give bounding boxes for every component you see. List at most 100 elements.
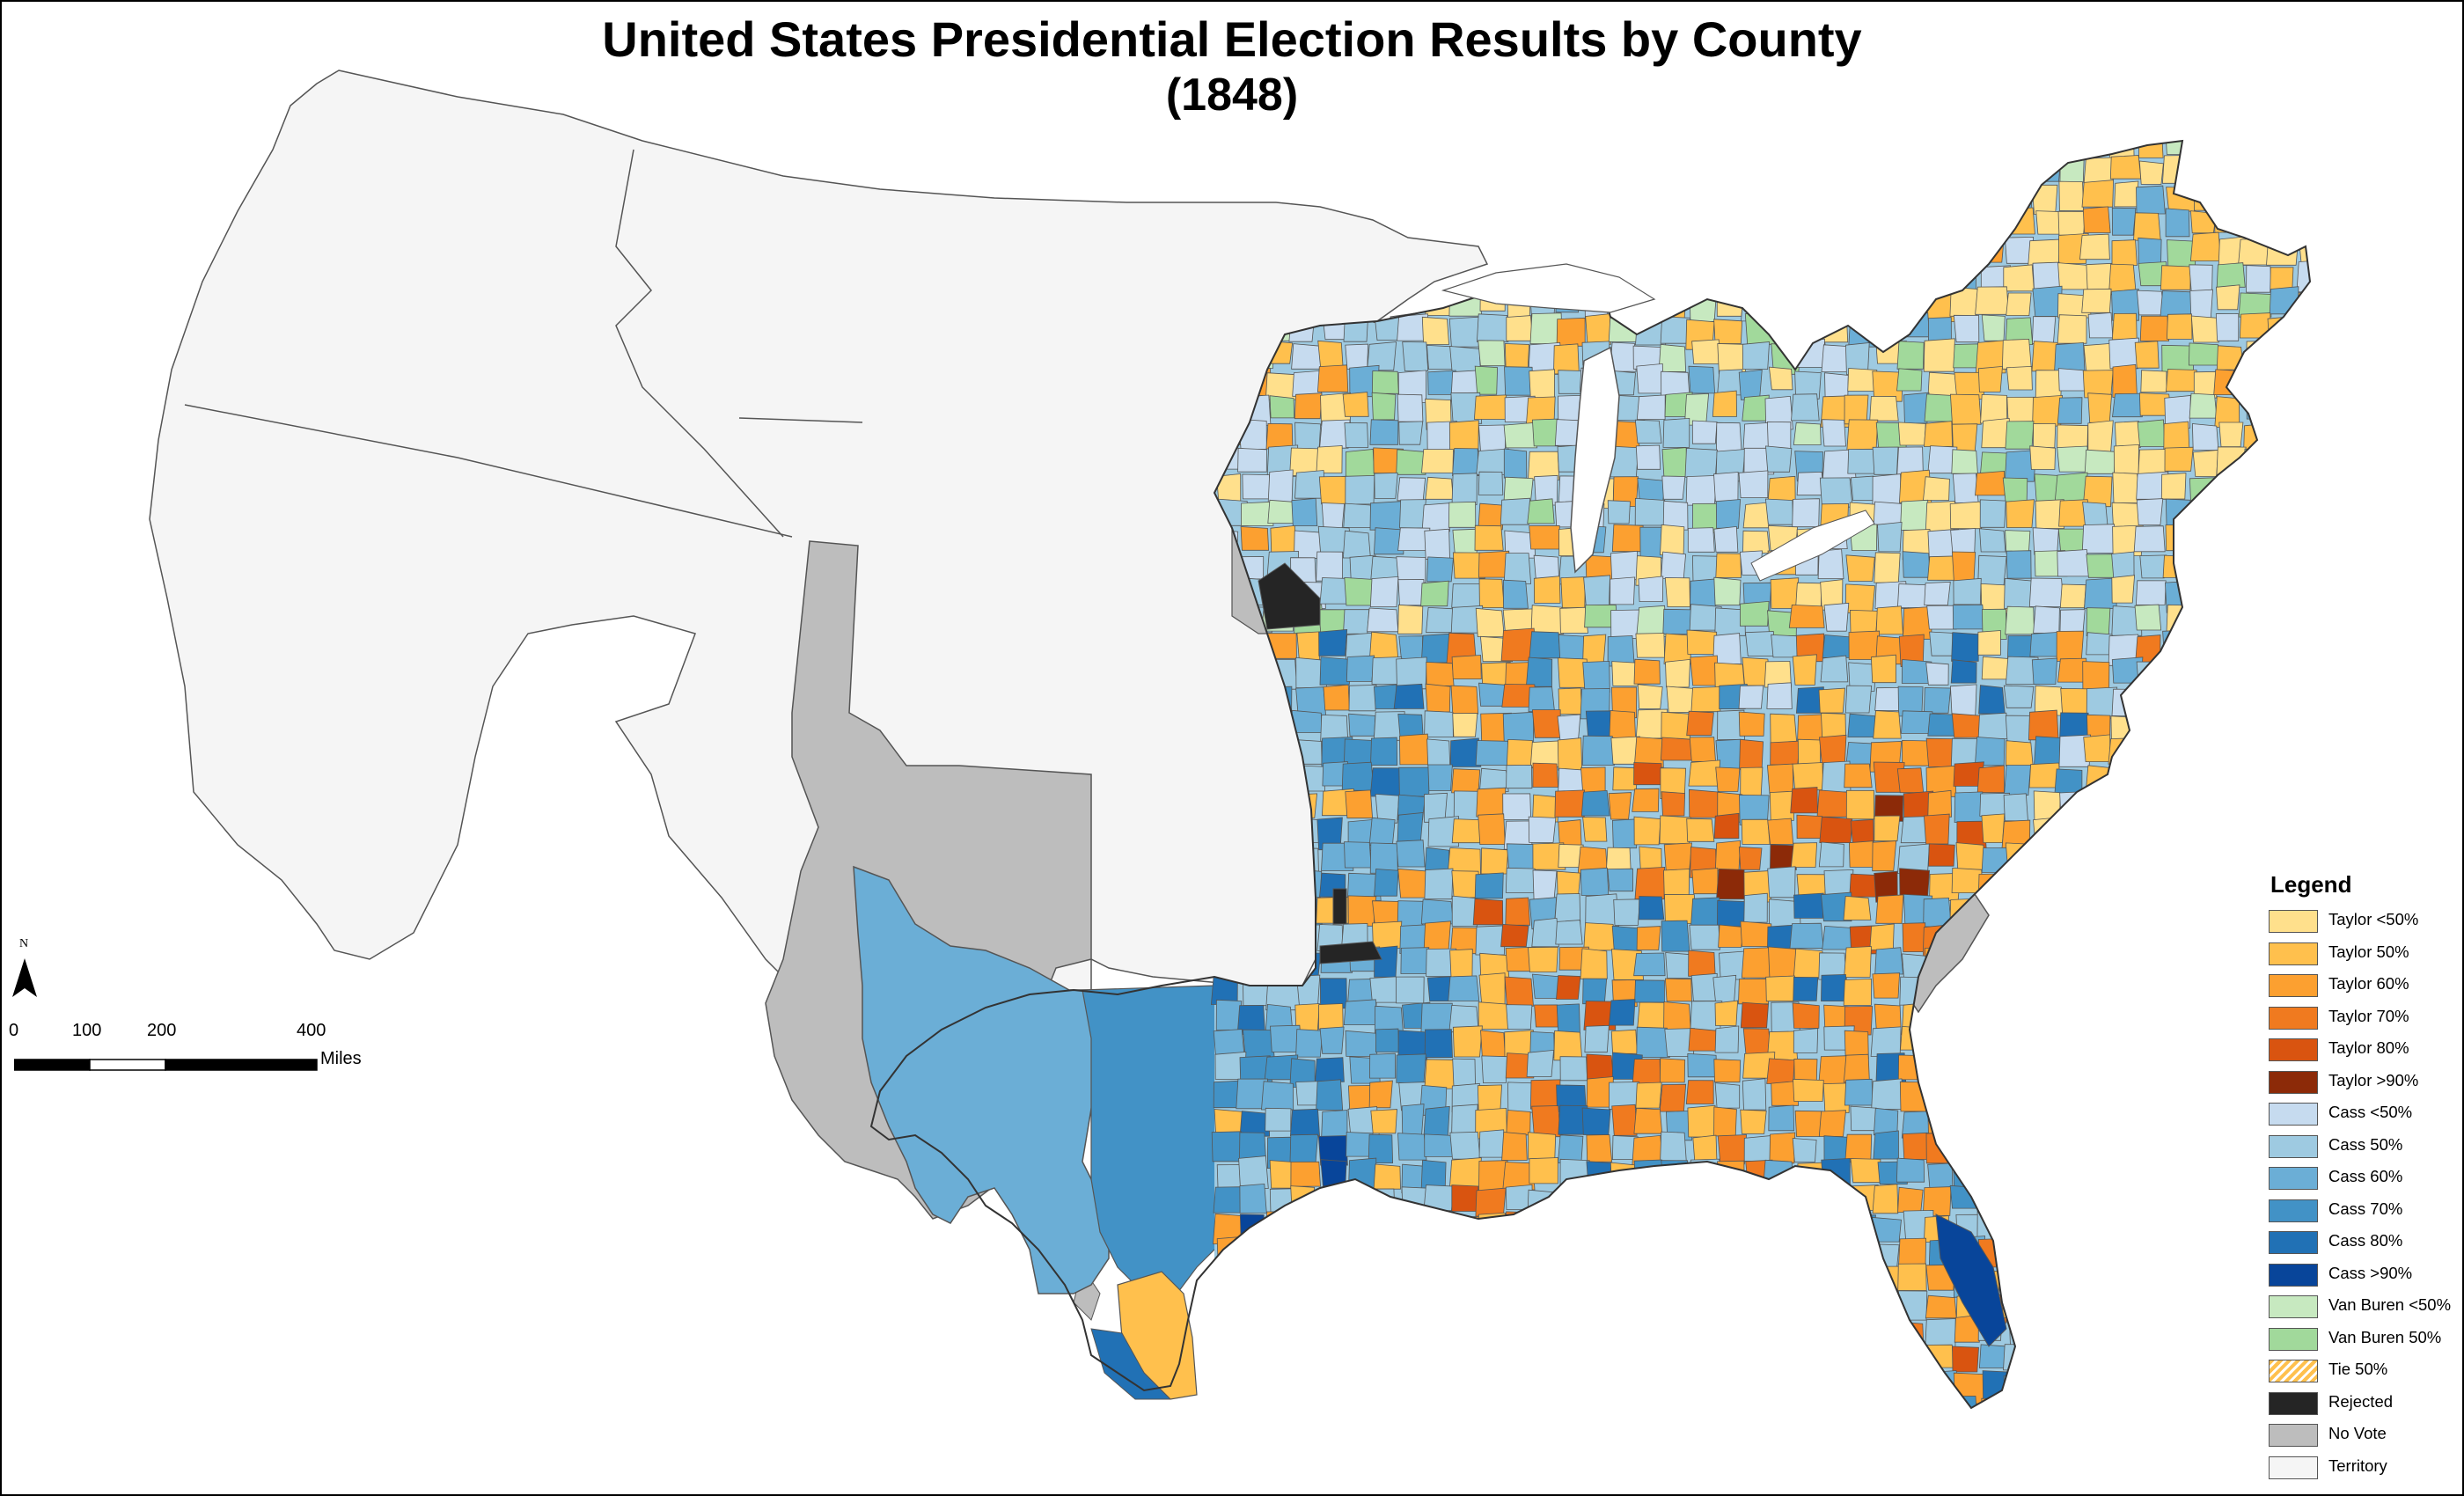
- county: [1846, 1319, 1874, 1346]
- county: [1452, 713, 1478, 737]
- county: [2085, 1341, 2116, 1371]
- county: [2006, 365, 2033, 391]
- county: [2349, 289, 2378, 314]
- county: [1265, 422, 1294, 450]
- county: [1954, 791, 1984, 823]
- county: [1261, 153, 1288, 181]
- county: [1637, 684, 1663, 709]
- county: [2187, 1212, 2218, 1240]
- county: [1215, 1294, 1244, 1323]
- county: [2139, 898, 2166, 928]
- county: [1846, 419, 1879, 451]
- county: [2006, 292, 2032, 317]
- county: [1534, 211, 1558, 244]
- county: [1902, 922, 1926, 952]
- county: [2213, 976, 2239, 1002]
- county: [2292, 529, 2310, 558]
- county: [1922, 1186, 1952, 1216]
- county: [1344, 422, 1369, 448]
- county: [2271, 762, 2298, 789]
- county: [2293, 604, 2310, 631]
- county: [2112, 472, 2140, 503]
- county: [2004, 577, 2033, 609]
- county: [1531, 917, 1559, 948]
- county: [1373, 527, 1404, 555]
- county: [2189, 553, 2222, 579]
- county: [1737, 206, 1765, 236]
- county: [1214, 1267, 1241, 1299]
- county: [1346, 1188, 1380, 1218]
- county: [1928, 843, 1955, 867]
- county: [2114, 979, 2138, 1003]
- county: [1316, 1189, 1350, 1215]
- legend-swatch: [2269, 910, 2318, 933]
- legend-label: Cass 80%: [2328, 1231, 2403, 1250]
- county: [1211, 1397, 1240, 1408]
- county: [2111, 605, 2143, 636]
- county: [1764, 1266, 1792, 1298]
- county: [1320, 180, 1346, 207]
- county: [1740, 920, 1772, 947]
- county: [1424, 187, 1457, 210]
- county: [2321, 527, 2344, 558]
- county: [1766, 763, 1794, 795]
- county: [2059, 152, 2085, 183]
- county: [1267, 141, 1296, 157]
- county: [1766, 290, 1798, 319]
- county: [1793, 422, 1822, 445]
- county: [1580, 789, 1610, 817]
- county: [2108, 337, 2139, 370]
- county: [2350, 471, 2379, 502]
- county: [1714, 607, 1746, 636]
- county: [2351, 552, 2379, 576]
- county: [2191, 1398, 2224, 1408]
- county: [2083, 869, 2108, 899]
- county: [2087, 392, 2113, 423]
- county: [2002, 141, 2034, 157]
- county: [1923, 263, 1954, 294]
- county: [2005, 421, 2035, 450]
- county: [1423, 211, 1450, 238]
- county: [1793, 1400, 1822, 1408]
- county: [1420, 1002, 1453, 1033]
- county: [1981, 1397, 2010, 1408]
- county: [2057, 1293, 2091, 1323]
- county: [1367, 157, 1399, 181]
- county: [2293, 448, 2310, 475]
- county: [1874, 947, 1904, 975]
- county: [1397, 812, 1424, 844]
- county: [2136, 1241, 2167, 1270]
- county: [1478, 1343, 1503, 1375]
- county: [2003, 1374, 2028, 1405]
- legend-swatch: [2269, 1263, 2318, 1287]
- county: [1849, 873, 1877, 898]
- county: [1715, 499, 1742, 529]
- county: [2005, 317, 2034, 346]
- county: [1739, 600, 1770, 627]
- county: [2003, 685, 2035, 708]
- county: [2003, 1105, 2033, 1129]
- county: [2057, 1077, 2084, 1107]
- county: [1292, 370, 1323, 397]
- county: [1925, 737, 1954, 767]
- county: [2212, 660, 2246, 685]
- county: [2189, 789, 2218, 818]
- county: [1449, 157, 1481, 187]
- county: [1261, 1081, 1294, 1111]
- county: [1902, 1132, 1929, 1160]
- county: [2299, 314, 2310, 347]
- county: [1451, 655, 1482, 679]
- county: [1663, 1001, 1691, 1030]
- county: [1532, 869, 1558, 901]
- county: [1503, 1240, 1529, 1265]
- county: [1766, 421, 1792, 451]
- county: [2322, 370, 2351, 400]
- county: [2240, 555, 2268, 585]
- county: [2004, 450, 2036, 482]
- county: [1744, 1265, 1772, 1294]
- county: [1503, 422, 1538, 449]
- county: [2003, 1210, 2035, 1236]
- county: [2160, 290, 2193, 318]
- county: [1583, 1001, 1617, 1030]
- county: [2084, 1109, 2114, 1137]
